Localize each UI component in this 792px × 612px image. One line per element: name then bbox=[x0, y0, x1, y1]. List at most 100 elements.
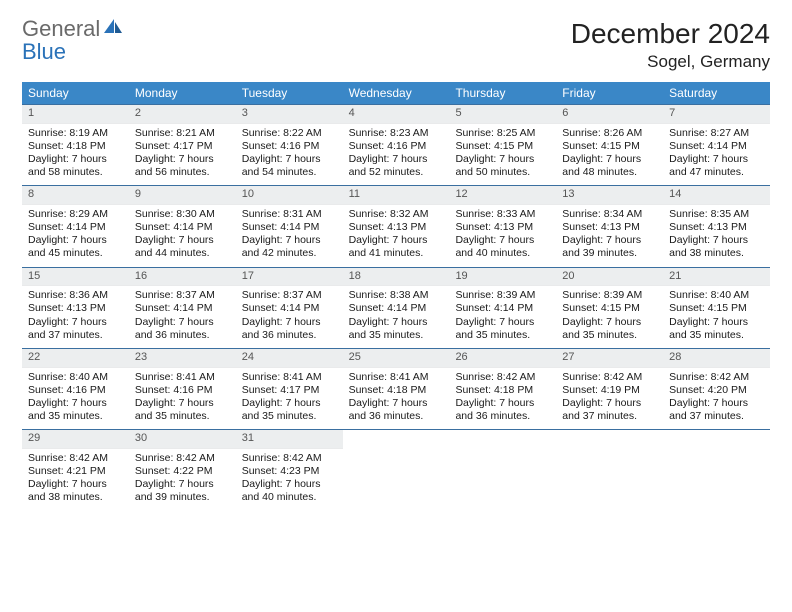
day-number: 14 bbox=[663, 186, 770, 205]
day-body: Sunrise: 8:34 AMSunset: 4:13 PMDaylight:… bbox=[556, 205, 663, 267]
sunset-text: Sunset: 4:14 PM bbox=[135, 302, 230, 315]
daylight-text: Daylight: 7 hours and 35 minutes. bbox=[242, 397, 337, 423]
day-cell: 13Sunrise: 8:34 AMSunset: 4:13 PMDayligh… bbox=[556, 186, 663, 266]
day-number: 12 bbox=[449, 186, 556, 205]
sunrise-text: Sunrise: 8:38 AM bbox=[349, 289, 444, 302]
sunrise-text: Sunrise: 8:41 AM bbox=[349, 371, 444, 384]
day-cell: 5Sunrise: 8:25 AMSunset: 4:15 PMDaylight… bbox=[449, 105, 556, 185]
day-number: 26 bbox=[449, 349, 556, 368]
daylight-text: Daylight: 7 hours and 40 minutes. bbox=[455, 234, 550, 260]
sunrise-text: Sunrise: 8:42 AM bbox=[455, 371, 550, 384]
day-body: Sunrise: 8:42 AMSunset: 4:21 PMDaylight:… bbox=[22, 449, 129, 511]
day-number: 21 bbox=[663, 268, 770, 287]
sunrise-text: Sunrise: 8:32 AM bbox=[349, 208, 444, 221]
calendar: SundayMondayTuesdayWednesdayThursdayFrid… bbox=[22, 82, 770, 510]
day-number: 10 bbox=[236, 186, 343, 205]
day-number: 30 bbox=[129, 430, 236, 449]
daylight-text: Daylight: 7 hours and 38 minutes. bbox=[669, 234, 764, 260]
daylight-text: Daylight: 7 hours and 38 minutes. bbox=[28, 478, 123, 504]
sunrise-text: Sunrise: 8:31 AM bbox=[242, 208, 337, 221]
daylight-text: Daylight: 7 hours and 52 minutes. bbox=[349, 153, 444, 179]
day-cell: 20Sunrise: 8:39 AMSunset: 4:15 PMDayligh… bbox=[556, 268, 663, 348]
daylight-text: Daylight: 7 hours and 35 minutes. bbox=[349, 316, 444, 342]
daylight-text: Daylight: 7 hours and 35 minutes. bbox=[669, 316, 764, 342]
day-cell: 6Sunrise: 8:26 AMSunset: 4:15 PMDaylight… bbox=[556, 105, 663, 185]
sunrise-text: Sunrise: 8:21 AM bbox=[135, 127, 230, 140]
day-body: Sunrise: 8:32 AMSunset: 4:13 PMDaylight:… bbox=[343, 205, 450, 267]
daylight-text: Daylight: 7 hours and 37 minutes. bbox=[562, 397, 657, 423]
daylight-text: Daylight: 7 hours and 36 minutes. bbox=[349, 397, 444, 423]
sunset-text: Sunset: 4:18 PM bbox=[349, 384, 444, 397]
day-body: Sunrise: 8:41 AMSunset: 4:18 PMDaylight:… bbox=[343, 368, 450, 430]
day-body: Sunrise: 8:40 AMSunset: 4:15 PMDaylight:… bbox=[663, 286, 770, 348]
sunset-text: Sunset: 4:13 PM bbox=[669, 221, 764, 234]
sunrise-text: Sunrise: 8:39 AM bbox=[455, 289, 550, 302]
day-body: Sunrise: 8:40 AMSunset: 4:16 PMDaylight:… bbox=[22, 368, 129, 430]
sunrise-text: Sunrise: 8:41 AM bbox=[135, 371, 230, 384]
day-cell: 3Sunrise: 8:22 AMSunset: 4:16 PMDaylight… bbox=[236, 105, 343, 185]
day-number: 16 bbox=[129, 268, 236, 287]
daylight-text: Daylight: 7 hours and 39 minutes. bbox=[562, 234, 657, 260]
sunset-text: Sunset: 4:22 PM bbox=[135, 465, 230, 478]
daylight-text: Daylight: 7 hours and 36 minutes. bbox=[242, 316, 337, 342]
day-body: Sunrise: 8:26 AMSunset: 4:15 PMDaylight:… bbox=[556, 124, 663, 186]
day-cell: 8Sunrise: 8:29 AMSunset: 4:14 PMDaylight… bbox=[22, 186, 129, 266]
daylight-text: Daylight: 7 hours and 37 minutes. bbox=[669, 397, 764, 423]
day-body: Sunrise: 8:30 AMSunset: 4:14 PMDaylight:… bbox=[129, 205, 236, 267]
week-row: 29Sunrise: 8:42 AMSunset: 4:21 PMDayligh… bbox=[22, 429, 770, 510]
week-row: 1Sunrise: 8:19 AMSunset: 4:18 PMDaylight… bbox=[22, 104, 770, 185]
day-number: 28 bbox=[663, 349, 770, 368]
day-number: 31 bbox=[236, 430, 343, 449]
logo-sail-icon bbox=[103, 18, 123, 39]
day-cell: 14 Sunrise: 8:35 AMSunset: 4:13 PMDayligh… bbox=[663, 186, 770, 266]
sunrise-text: Sunrise: 8:42 AM bbox=[135, 452, 230, 465]
sunrise-text: Sunrise: 8:22 AM bbox=[242, 127, 337, 140]
weekday-header: Thursday bbox=[449, 82, 556, 104]
day-body: Sunrise: 8:39 AMSunset: 4:14 PMDaylight:… bbox=[449, 286, 556, 348]
sunrise-text: Sunrise: 8:37 AM bbox=[135, 289, 230, 302]
day-body: Sunrise: 8:31 AMSunset: 4:14 PMDaylight:… bbox=[236, 205, 343, 267]
sunrise-text: Sunrise: 8:35 AM bbox=[669, 208, 764, 221]
sunrise-text: Sunrise: 8:26 AM bbox=[562, 127, 657, 140]
day-body: Sunrise: 8:37 AMSunset: 4:14 PMDaylight:… bbox=[236, 286, 343, 348]
day-body: Sunrise: 8:25 AMSunset: 4:15 PMDaylight:… bbox=[449, 124, 556, 186]
day-cell bbox=[663, 430, 770, 510]
day-cell bbox=[556, 430, 663, 510]
sunset-text: Sunset: 4:16 PM bbox=[349, 140, 444, 153]
sunset-text: Sunset: 4:13 PM bbox=[455, 221, 550, 234]
sunset-text: Sunset: 4:14 PM bbox=[135, 221, 230, 234]
day-body: Sunrise: 8:36 AMSunset: 4:13 PMDaylight:… bbox=[22, 286, 129, 348]
day-cell: 22Sunrise: 8:40 AMSunset: 4:16 PMDayligh… bbox=[22, 349, 129, 429]
weekday-header: Sunday bbox=[22, 82, 129, 104]
sunset-text: Sunset: 4:18 PM bbox=[455, 384, 550, 397]
weekday-header: Wednesday bbox=[343, 82, 450, 104]
sunset-text: Sunset: 4:13 PM bbox=[349, 221, 444, 234]
day-cell: 4Sunrise: 8:23 AMSunset: 4:16 PMDaylight… bbox=[343, 105, 450, 185]
day-cell: 28Sunrise: 8:42 AMSunset: 4:20 PMDayligh… bbox=[663, 349, 770, 429]
day-cell: 21Sunrise: 8:40 AMSunset: 4:15 PMDayligh… bbox=[663, 268, 770, 348]
day-number: 18 bbox=[343, 268, 450, 287]
day-cell: 17Sunrise: 8:37 AMSunset: 4:14 PMDayligh… bbox=[236, 268, 343, 348]
logo-text-blue: Blue bbox=[22, 39, 66, 64]
sunset-text: Sunset: 4:20 PM bbox=[669, 384, 764, 397]
day-body: Sunrise: 8:42 AMSunset: 4:19 PMDaylight:… bbox=[556, 368, 663, 430]
day-body: Sunrise: 8:19 AMSunset: 4:18 PMDaylight:… bbox=[22, 124, 129, 186]
sunset-text: Sunset: 4:13 PM bbox=[28, 302, 123, 315]
day-body: Sunrise: 8:29 AMSunset: 4:14 PMDaylight:… bbox=[22, 205, 129, 267]
day-cell: 2Sunrise: 8:21 AMSunset: 4:17 PMDaylight… bbox=[129, 105, 236, 185]
day-body: Sunrise: 8:37 AMSunset: 4:14 PMDaylight:… bbox=[129, 286, 236, 348]
sunset-text: Sunset: 4:14 PM bbox=[242, 302, 337, 315]
day-cell: 10Sunrise: 8:31 AMSunset: 4:14 PMDayligh… bbox=[236, 186, 343, 266]
daylight-text: Daylight: 7 hours and 35 minutes. bbox=[455, 316, 550, 342]
weekday-header: Friday bbox=[556, 82, 663, 104]
daylight-text: Daylight: 7 hours and 40 minutes. bbox=[242, 478, 337, 504]
sunrise-text: Sunrise: 8:42 AM bbox=[28, 452, 123, 465]
day-number: 24 bbox=[236, 349, 343, 368]
day-number: 6 bbox=[556, 105, 663, 124]
sunrise-text: Sunrise: 8:37 AM bbox=[242, 289, 337, 302]
day-cell: 9Sunrise: 8:30 AMSunset: 4:14 PMDaylight… bbox=[129, 186, 236, 266]
sunset-text: Sunset: 4:15 PM bbox=[669, 302, 764, 315]
day-number: 15 bbox=[22, 268, 129, 287]
weeks-container: 1Sunrise: 8:19 AMSunset: 4:18 PMDaylight… bbox=[22, 104, 770, 510]
daylight-text: Daylight: 7 hours and 35 minutes. bbox=[562, 316, 657, 342]
